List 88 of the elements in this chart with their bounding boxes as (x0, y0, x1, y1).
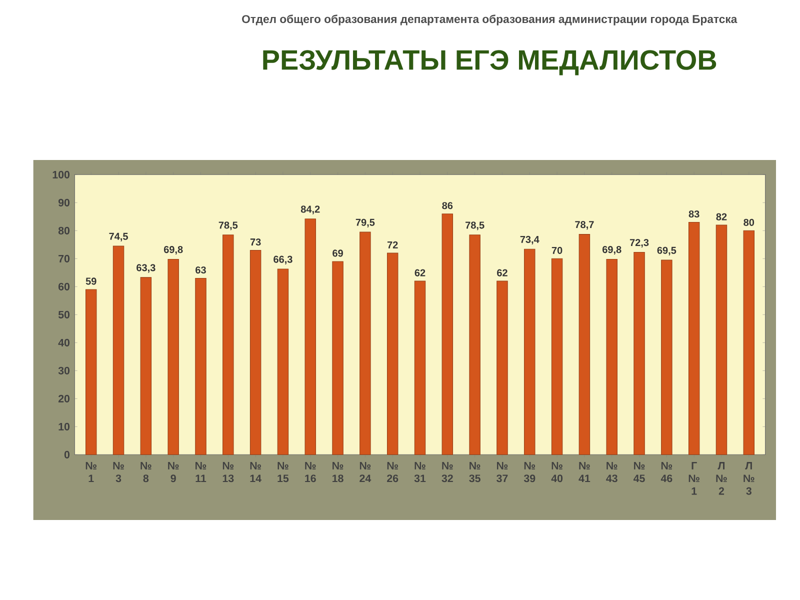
data-label: 69,8 (602, 246, 622, 255)
data-label: 72,3 (630, 238, 649, 248)
y-tick-label: 30 (58, 366, 70, 374)
x-tick-label: № 3 (113, 462, 124, 482)
data-label: 63 (196, 266, 206, 274)
data-label: 78,5 (466, 222, 484, 230)
bar (496, 280, 508, 455)
data-label: 62 (414, 269, 426, 276)
y-tick-label: 40 (58, 338, 70, 346)
x-tick-label: № 24 (360, 462, 372, 482)
data-label: 73 (250, 238, 261, 246)
x-tick-label: Л № 2 (716, 462, 727, 495)
data-label: 83 (688, 210, 700, 218)
y-tick-label: 80 (58, 226, 70, 234)
bar (688, 222, 700, 455)
x-tick-label: № 14 (250, 462, 262, 482)
x-tick-label: № 39 (524, 462, 536, 482)
y-tick-label: 70 (58, 254, 70, 262)
bar (524, 248, 536, 455)
bar (442, 214, 454, 455)
data-label: 72 (387, 241, 398, 248)
x-tick-label: № 15 (278, 462, 289, 482)
data-label: 78,5 (218, 222, 238, 230)
y-tick-label: 90 (58, 198, 70, 206)
y-tick-label: 10 (58, 422, 70, 430)
data-label: 73,4 (520, 236, 540, 244)
bar (606, 258, 618, 455)
x-tick-label: № 8 (140, 462, 152, 482)
bar (634, 252, 645, 455)
y-tick-label: 50 (58, 310, 70, 318)
x-tick-label: № 46 (660, 462, 672, 482)
data-label: 84,2 (300, 206, 320, 214)
x-tick-label: № 35 (469, 462, 480, 482)
x-tick-label: № 26 (387, 462, 398, 482)
y-tick-label: 20 (58, 394, 70, 402)
y-tick-label: 0 (64, 450, 70, 458)
bar (277, 268, 289, 455)
y-tick-label: 100 (52, 170, 70, 178)
data-label: 70 (552, 246, 562, 254)
bar (86, 289, 97, 455)
data-label: 69,8 (164, 246, 183, 255)
bar (140, 277, 152, 455)
bar (222, 234, 234, 455)
bar (661, 260, 672, 455)
data-label: 82 (716, 213, 727, 220)
bar (250, 250, 262, 455)
data-label: 86 (442, 202, 453, 210)
data-label: 74,5 (109, 232, 128, 242)
bar (304, 218, 316, 455)
x-tick-label: № 13 (222, 462, 234, 482)
data-label: 63,3 (136, 264, 156, 273)
x-tick-label: Г № 1 (688, 462, 700, 495)
chart-subtitle: Отдел общего образования департамента образования администрации города Братска (242, 14, 738, 26)
bar (551, 258, 563, 455)
y-tick-label: 60 (58, 282, 70, 290)
bar (578, 234, 590, 455)
data-label: 69,5 (657, 246, 676, 256)
bar (743, 230, 754, 455)
data-label: 79,5 (356, 218, 375, 228)
x-tick-label: № 43 (606, 462, 618, 482)
bar (195, 278, 206, 455)
x-tick-label: № 37 (496, 462, 508, 482)
data-label: 59 (86, 278, 96, 285)
x-tick-label: № 16 (305, 462, 316, 482)
x-tick-label: № 40 (551, 462, 563, 482)
bar (469, 234, 480, 455)
bar (716, 224, 728, 455)
data-label: 62 (497, 269, 508, 276)
x-tick-label: № 32 (442, 462, 453, 482)
bar (414, 280, 426, 455)
bar (112, 246, 124, 455)
x-tick-label: № 31 (414, 462, 426, 482)
x-tick-label: № 18 (332, 462, 344, 482)
bar (386, 252, 398, 455)
bar (168, 258, 179, 455)
chart-title: РЕЗУЛЬТАТЫ ЕГЭ МЕДАЛИСТОВ (263, 50, 716, 76)
data-label: 78,7 (575, 221, 594, 230)
x-tick-label: № 9 (168, 462, 179, 482)
x-tick-label: № 11 (196, 462, 206, 482)
data-label: 66,3 (274, 256, 292, 264)
x-tick-label: № 45 (634, 462, 645, 482)
x-tick-label: № 1 (86, 462, 96, 482)
bar (332, 261, 344, 455)
x-tick-label: № 41 (578, 462, 590, 482)
x-tick-label: Л № 3 (744, 462, 754, 495)
data-label: 69 (332, 250, 343, 257)
data-label: 80 (744, 218, 754, 226)
bar (360, 232, 371, 455)
